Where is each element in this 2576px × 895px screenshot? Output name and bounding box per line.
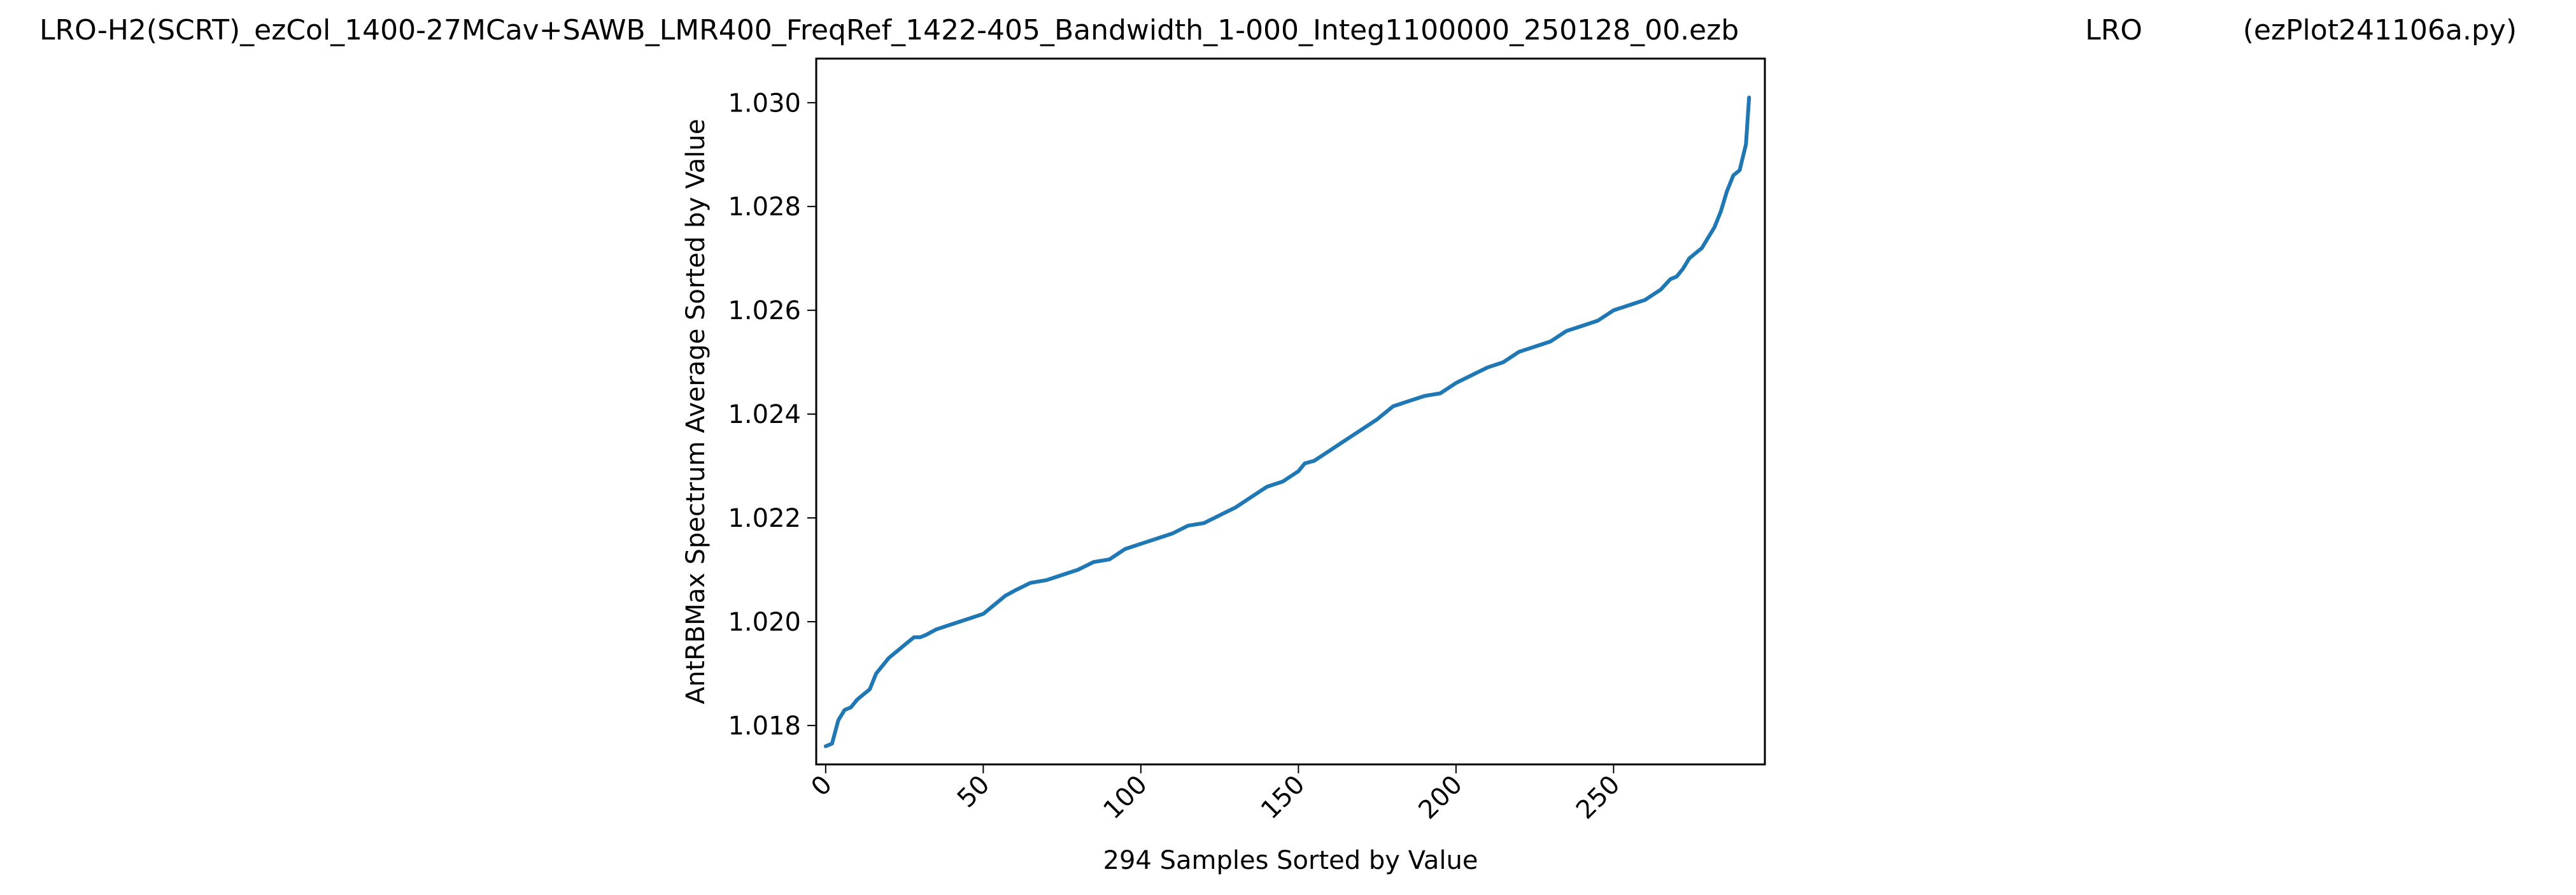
series-layer <box>823 96 1752 748</box>
y-tick-label: 1.030 <box>728 89 801 118</box>
y-tick-label: 1.024 <box>728 400 801 429</box>
y-axis-label: AntRBMax Spectrum Average Sorted by Valu… <box>681 119 711 705</box>
series-line <box>823 96 1752 748</box>
y-tick-label: 1.026 <box>728 296 801 326</box>
figure-title-left: LRO-H2(SCRT)_ezCol_1400-27MCav+SAWB_LMR4… <box>39 14 1739 47</box>
y-tick-label: 1.022 <box>728 504 801 533</box>
y-tick-label: 1.020 <box>728 608 801 637</box>
axes-frame <box>815 57 1766 766</box>
x-axis-label: 294 Samples Sorted by Value <box>1103 846 1478 875</box>
y-tick-label: 1.018 <box>728 712 801 741</box>
figure-title-right: (ezPlot241106a.py) <box>2243 14 2517 47</box>
y-tick-label: 1.028 <box>728 192 801 222</box>
figure-title-center: LRO <box>2085 14 2142 47</box>
